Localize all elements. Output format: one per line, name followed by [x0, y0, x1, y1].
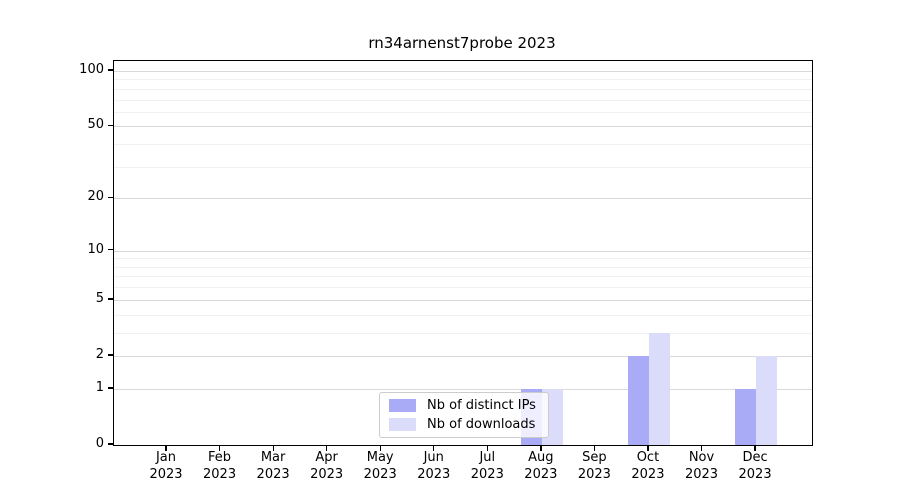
x-tick-mark: [593, 445, 596, 451]
x-tick-label: Feb 2023: [203, 450, 237, 482]
legend-label: Nb of distinct IPs: [427, 397, 536, 413]
x-tick-label: Oct 2023: [631, 450, 665, 482]
legend-label: Nb of downloads: [427, 416, 536, 432]
major-gridline: [114, 388, 812, 390]
y-tick-mark: [108, 124, 113, 127]
x-tick-mark: [540, 445, 542, 451]
major-gridline: [114, 355, 812, 357]
major-gridline: [114, 250, 812, 252]
x-tick-label: Jan 2023: [149, 450, 183, 482]
minor-gridline: [114, 111, 812, 113]
x-tick-label: Jul 2023: [470, 450, 504, 482]
y-tick-label: 100: [79, 62, 104, 78]
x-tick-mark: [326, 445, 328, 451]
x-tick-mark: [379, 445, 381, 451]
y-tick-label: 1: [95, 379, 104, 395]
bar-distinct-ips: [628, 355, 649, 445]
x-tick-mark: [700, 445, 703, 451]
x-tick-label: Aug 2023: [524, 450, 558, 482]
x-tick-label: Mar 2023: [256, 450, 290, 482]
y-tick-mark: [108, 196, 113, 198]
minor-gridline: [114, 266, 812, 268]
y-axis: 0 1 2 5 10 20 50 100: [0, 60, 104, 451]
plot-area: Nb of distinct IPs Nb of downloads: [113, 60, 813, 446]
grid-layer: [114, 61, 812, 445]
x-tick-label: Nov 2023: [684, 450, 719, 482]
y-tick-mark: [108, 69, 113, 71]
minor-gridline: [114, 314, 812, 316]
y-tick-mark: [108, 354, 113, 356]
major-gridline: [114, 299, 812, 301]
major-gridline: [114, 71, 812, 73]
y-tick-label: 2: [95, 346, 104, 362]
chart-title: rn34arnenst7probe 2023: [368, 34, 556, 52]
y-tick-mark: [108, 249, 113, 251]
legend: Nb of distinct IPs Nb of downloads: [379, 392, 549, 438]
y-tick-mark: [108, 443, 113, 445]
major-gridline: [114, 198, 812, 200]
minor-gridline: [114, 79, 812, 81]
bar-distinct-ips: [735, 388, 757, 445]
x-tick-label: Sep 2023: [577, 450, 611, 482]
x-tick-label: Jun 2023: [417, 450, 451, 482]
major-gridline: [114, 126, 812, 128]
x-tick-mark: [165, 445, 167, 451]
bar-downloads: [756, 355, 777, 445]
minor-gridline: [114, 166, 812, 168]
y-tick-label: 10: [87, 241, 104, 257]
minor-gridline: [114, 332, 812, 334]
y-tick-label: 5: [95, 290, 104, 306]
minor-gridline: [114, 99, 812, 101]
x-tick-label: May 2023: [363, 450, 397, 482]
x-tick-mark: [647, 445, 649, 451]
x-tick-mark: [218, 445, 221, 451]
x-tick-mark: [486, 445, 488, 451]
x-tick-label: Apr 2023: [310, 450, 344, 482]
y-tick-mark: [108, 387, 113, 389]
x-tick-mark: [433, 445, 435, 451]
x-tick-label: Dec 2023: [738, 450, 772, 482]
minor-gridline: [114, 276, 812, 278]
y-tick-label: 0: [95, 436, 104, 451]
legend-entry: Nb of distinct IPs: [389, 397, 539, 413]
y-tick-label: 20: [87, 189, 104, 205]
minor-gridline: [114, 258, 812, 260]
x-tick-mark: [754, 445, 756, 451]
legend-swatch: [389, 399, 416, 412]
legend-entry: Nb of downloads: [389, 416, 539, 432]
bar-downloads: [648, 332, 670, 445]
minor-gridline: [114, 144, 812, 146]
bar-layer: [114, 61, 812, 445]
y-tick-label: 50: [87, 117, 104, 133]
x-axis: Jan 2023 Feb 2023 Mar 2023 Apr 2023 May 2023…: [113, 449, 811, 489]
minor-gridline: [114, 88, 812, 90]
y-tick-mark: [108, 298, 113, 300]
x-tick-mark: [272, 445, 274, 451]
minor-gridline: [114, 287, 812, 289]
legend-swatch: [389, 418, 416, 431]
